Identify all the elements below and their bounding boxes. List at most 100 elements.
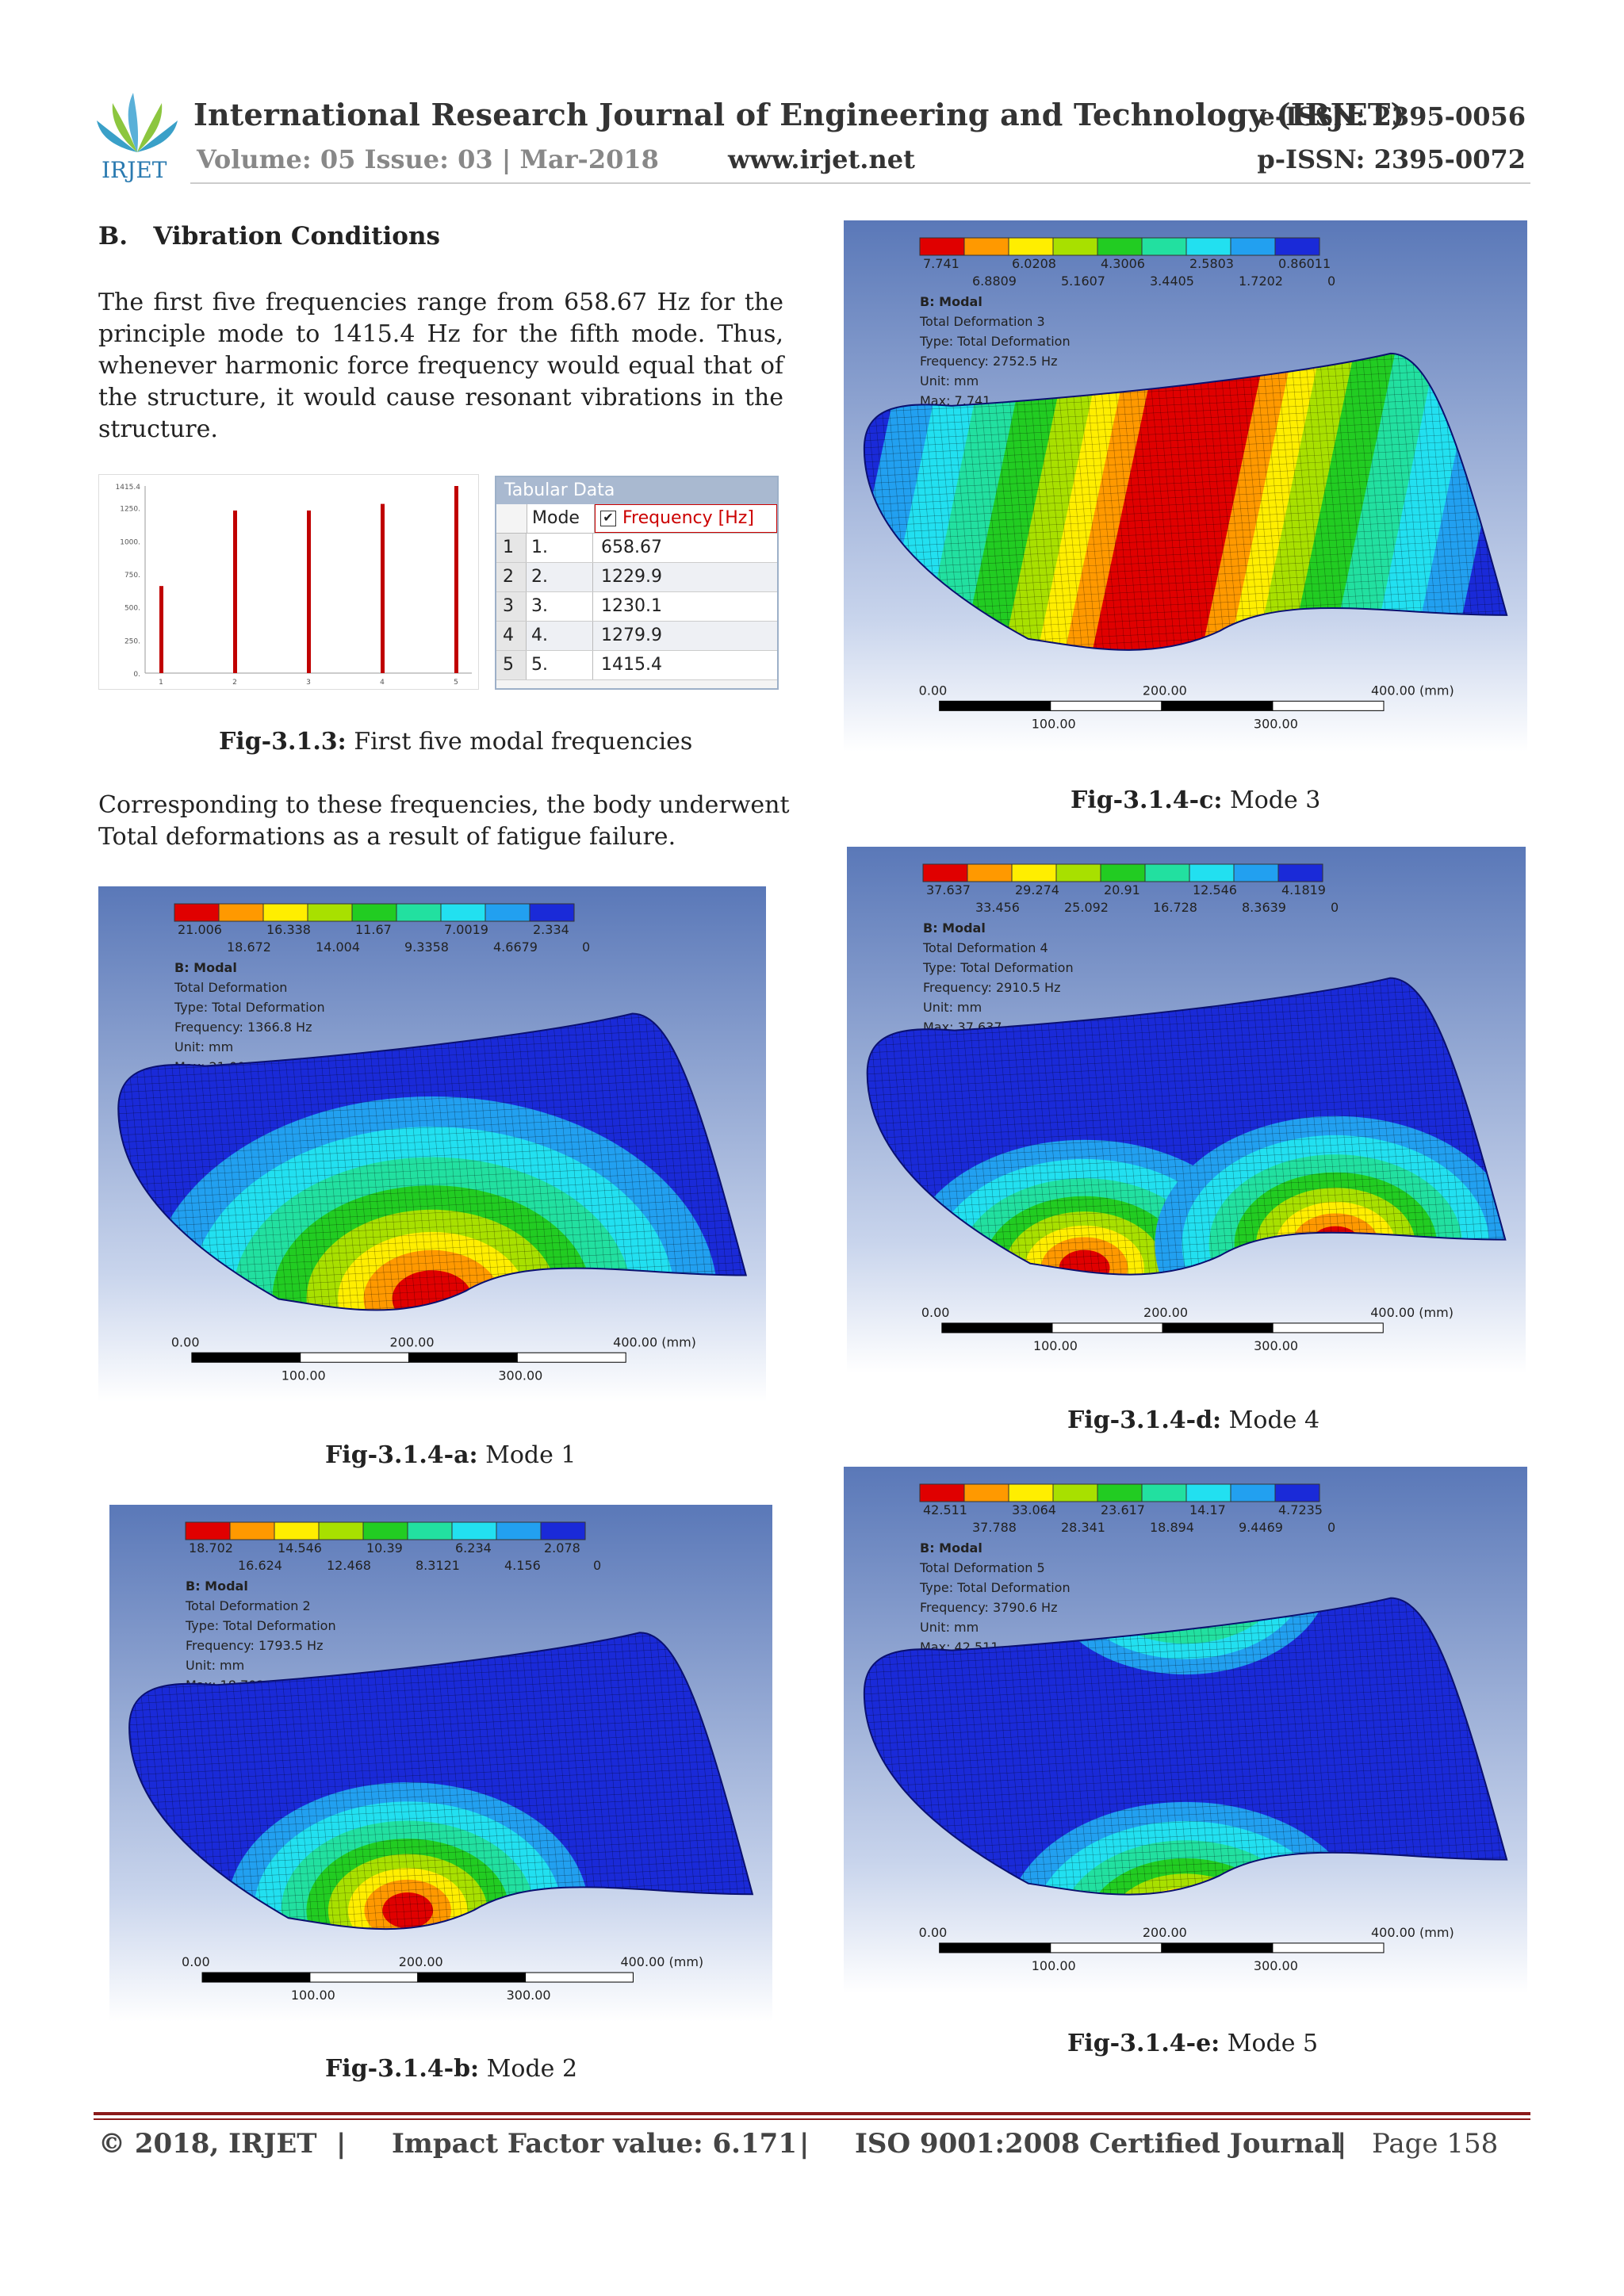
legend-swatch [1052, 237, 1098, 256]
legend-value: 14.17 [1189, 1502, 1226, 1517]
legend-value: 4.1819 [1281, 882, 1326, 897]
legend-value: 42.511 [923, 1502, 967, 1517]
scale-label: 0.00 [919, 1925, 948, 1940]
x-tick-label: 5 [454, 679, 458, 687]
result-info-line: Unit: mm [920, 1620, 979, 1635]
tabular-row[interactable]: 5 5. 1415.4 [496, 651, 777, 680]
legend-swatch [307, 903, 353, 922]
bar [233, 510, 237, 673]
result-info-line: Total Deformation 4 [922, 940, 1048, 955]
e-issn: e-ISSN: 2395-0056 [1258, 101, 1526, 132]
frequency-bar-chart: 1415.4 1250. 1000. 750. 500. 250. 0. 1 2 3 4 5 [98, 474, 479, 690]
legend-swatch [1097, 237, 1143, 256]
legend-value: 14.004 [316, 939, 360, 955]
legend-value: 4.3006 [1101, 256, 1145, 271]
legend-value: 4.7235 [1278, 1502, 1323, 1517]
journal-title: International Research Journal of Engine… [193, 97, 1405, 132]
col-mode-header[interactable]: Mode [527, 504, 595, 533]
scale-label: 200.00 [390, 1334, 435, 1349]
journal-logo: IRJET [95, 89, 179, 184]
row-mode: 5. [527, 651, 593, 679]
result-info-line: Total Deformation 3 [919, 314, 1045, 329]
y-tick-label: 1000. [120, 538, 140, 546]
scale-label: 0.00 [171, 1334, 200, 1349]
tabular-row[interactable]: 3 3. 1230.1 [496, 592, 777, 622]
x-tick-label: 4 [380, 679, 385, 687]
row-frequency: 1279.9 [601, 626, 662, 645]
row-mode: 1. [527, 534, 593, 562]
scale-bar-segment [939, 700, 1051, 711]
mode-5-figure: 42.511 33.064 23.617 14.17 4.7235 37.788 28.34… [844, 1467, 1527, 1993]
legend-swatch [1011, 863, 1057, 882]
legend-value: 37.637 [926, 882, 971, 897]
legend-value: 16.338 [266, 922, 311, 937]
y-tick-label: 1415.4 [116, 484, 141, 492]
tabular-row[interactable]: 2 2. 1229.9 [496, 563, 777, 592]
scale-label: 400.00 (mm) [1370, 1305, 1454, 1320]
section-heading: B. Vibration Conditions [98, 222, 440, 251]
row-index: 5 [496, 651, 527, 679]
legend-swatch [963, 1483, 1009, 1502]
scale-bar-segment [417, 1972, 527, 1983]
footer-separator: | [1337, 2128, 1347, 2160]
legend-swatch [1008, 237, 1054, 256]
scale-bar-segment [1272, 700, 1385, 711]
legend-value: 6.0208 [1012, 256, 1056, 271]
p-issn: p-ISSN: 2395-0072 [1257, 144, 1526, 174]
legend-swatch [1185, 237, 1231, 256]
legend-swatch [362, 1521, 408, 1540]
y-tick-label: 750. [124, 572, 140, 580]
legend-swatch [919, 1483, 965, 1502]
y-tick-label: 0. [133, 671, 140, 679]
legend-value: 0 [1331, 900, 1339, 915]
legend-value: 2.334 [533, 922, 569, 937]
result-info-line: Frequency: 2752.5 Hz [920, 354, 1057, 369]
row-mode: 4. [527, 622, 593, 650]
result-info-line: B: Modal [186, 1578, 248, 1594]
mode-2-figure: 18.702 14.546 10.39 6.234 2.078 16.624 12.468 8… [109, 1505, 772, 2022]
scale-label: 100.00 [1033, 1338, 1078, 1353]
scale-label: 0.00 [919, 683, 948, 698]
result-info-line: Total Deformation [174, 980, 287, 995]
row-index: 1 [496, 534, 527, 562]
legend-swatch [540, 1521, 586, 1540]
legend-swatch [1274, 237, 1320, 256]
tabular-row[interactable]: 4 4. 1279.9 [496, 622, 777, 651]
legend-value: 16.728 [1153, 900, 1197, 915]
legend-swatch [185, 1521, 231, 1540]
tabular-row[interactable]: 1 1. 658.67 [496, 534, 777, 563]
mode-3-figure: 7.741 6.0208 4.3006 2.5803 0.86011 6.8809 5.16… [844, 220, 1527, 752]
header-rule [190, 182, 1530, 184]
journal-website[interactable]: www.irjet.net [728, 144, 915, 174]
scale-bar-segment [939, 1942, 1051, 1954]
bar [454, 486, 458, 673]
scale-label: 200.00 [1143, 1925, 1187, 1940]
legend-swatch [1185, 1483, 1231, 1502]
row-index: 3 [496, 592, 527, 621]
legend-value: 18.702 [189, 1540, 233, 1556]
result-info-line: Frequency: 3790.6 Hz [920, 1600, 1057, 1615]
scale-label: 300.00 [1254, 716, 1298, 731]
legend-value: 3.4405 [1150, 274, 1194, 289]
legend-value: 9.3358 [404, 939, 449, 955]
legend-value: 5.1607 [1061, 274, 1105, 289]
legend-swatch [1189, 863, 1235, 882]
row-frequency: 1415.4 [601, 655, 662, 675]
footer-copyright: © 2018, IRJET [98, 2128, 317, 2160]
checkbox-icon[interactable]: ✔ [600, 511, 616, 526]
scale-label: 400.00 (mm) [1371, 1925, 1454, 1940]
legend-value: 0 [582, 939, 590, 955]
caption-mode-2: Fig-3.1.4-b: Mode 2 [325, 2055, 578, 2083]
footer-rule-thin [94, 2118, 1530, 2120]
col-frequency-label: Frequency [Hz] [622, 508, 754, 528]
footer-separator: | [336, 2128, 347, 2160]
legend-value: 14.546 [278, 1540, 322, 1556]
caption-mode-1: Fig-3.1.4-a: Mode 1 [325, 1441, 576, 1469]
row-frequency: 1229.9 [601, 567, 662, 587]
scale-label: 100.00 [1032, 716, 1076, 731]
result-info-line: Type: Total Deformation [919, 334, 1071, 349]
scale-label: 0.00 [921, 1305, 950, 1320]
bar [307, 510, 311, 673]
col-frequency-header[interactable]: ✔ Frequency [Hz] [595, 504, 777, 533]
legend-swatch [1055, 863, 1101, 882]
